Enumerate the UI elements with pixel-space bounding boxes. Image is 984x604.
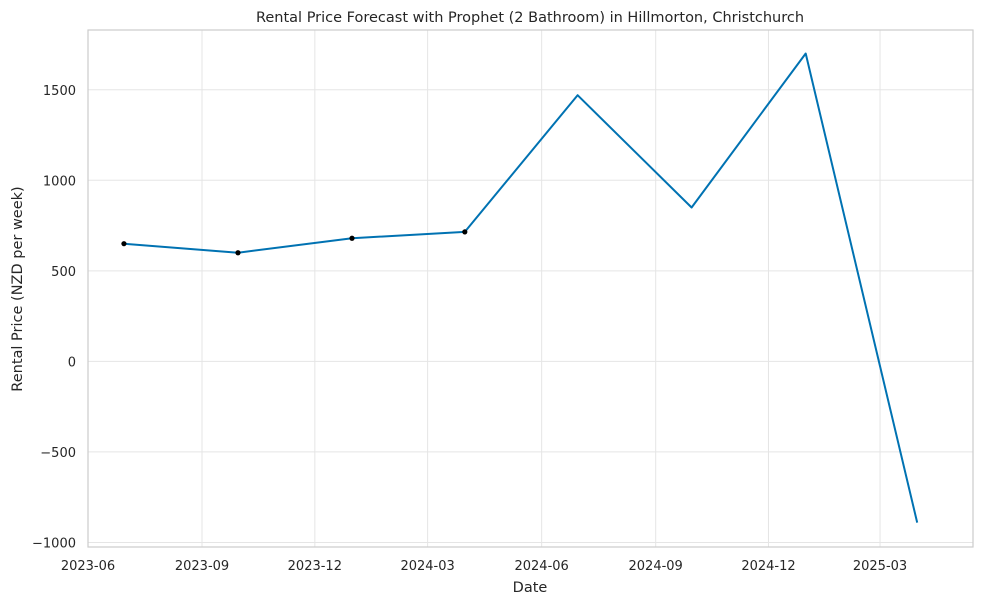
x-tick-label: 2025-03: [853, 559, 907, 574]
x-tick-labels: 2023-06 2023-09 2023-12 2024-03 2024-06 2024-…: [61, 559, 907, 574]
plot-background: [88, 30, 973, 547]
y-tick-labels: −1000 −500 0 500 1000 1500: [32, 84, 76, 552]
forecast-line: [123, 52, 919, 523]
x-tick-label: 2024-03: [400, 559, 454, 574]
y-tick-label: −1000: [32, 536, 76, 551]
y-tick-label: −500: [40, 446, 76, 461]
y-tick-label: 500: [51, 265, 76, 280]
x-tick-label: 2024-09: [629, 559, 683, 574]
y-tick-label: 1500: [43, 84, 76, 99]
x-tick-label: 2023-06: [61, 559, 115, 574]
x-axis-label: Date: [513, 580, 548, 596]
observed-point: [235, 250, 241, 256]
x-tick-label: 2023-12: [288, 559, 342, 574]
series-layer: [121, 52, 919, 523]
plot-frame: [87, 29, 974, 548]
x-tick-label: 2023-09: [175, 559, 229, 574]
y-tick-label: 0: [68, 355, 76, 370]
observed-point: [462, 229, 468, 235]
chart-title: Rental Price Forecast with Prophet (2 Ba…: [256, 10, 804, 26]
x-tick-label: 2024-06: [514, 559, 568, 574]
observed-point: [121, 241, 127, 247]
y-axis-label: Rental Price (NZD per week): [10, 186, 26, 391]
observed-point: [349, 235, 355, 241]
y-tick-label: 1000: [43, 174, 76, 189]
grid: [87, 30, 973, 547]
x-tick-label: 2024-12: [741, 559, 795, 574]
